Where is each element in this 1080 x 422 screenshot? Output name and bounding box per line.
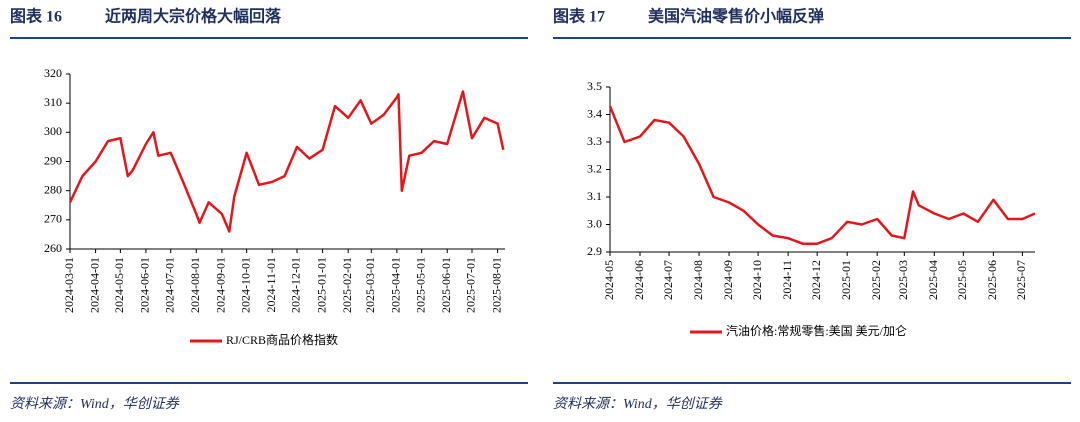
x-tick-label: 2024-05-01 bbox=[112, 257, 126, 313]
x-tick-label: 2024-05 bbox=[602, 260, 616, 300]
x-tick-label: 2025-05 bbox=[955, 260, 969, 300]
x-tick-label: 2024-07-01 bbox=[162, 257, 176, 313]
x-tick-label: 2024-12-01 bbox=[289, 257, 303, 313]
legend-label: RJ/CRB商品价格指数 bbox=[226, 332, 338, 347]
x-tick-label: 2025-06 bbox=[985, 260, 999, 300]
x-tick-label: 2024-08 bbox=[691, 260, 705, 300]
y-tick-label: 3.1 bbox=[587, 189, 602, 203]
x-tick-label: 2025-03 bbox=[896, 260, 910, 300]
x-tick-label: 2025-08-01 bbox=[489, 257, 503, 313]
series-line bbox=[608, 105, 1036, 245]
y-tick-label: 3.5 bbox=[587, 79, 602, 93]
x-tick-label: 2024-11 bbox=[780, 260, 794, 300]
x-tick-label: 2025-01-01 bbox=[314, 257, 328, 313]
y-tick-label: 300 bbox=[44, 124, 62, 138]
y-tick-label: 310 bbox=[44, 95, 62, 109]
x-tick-label: 2025-03-01 bbox=[363, 257, 377, 313]
header-rule bbox=[553, 37, 1071, 39]
y-tick-label: 290 bbox=[44, 153, 62, 167]
y-tick-label: 3.2 bbox=[587, 161, 602, 175]
x-tick-label: 2025-02-01 bbox=[340, 257, 354, 313]
footer-rule bbox=[553, 382, 1071, 384]
x-tick-label: 2024-04-01 bbox=[87, 257, 101, 313]
x-tick-label: 2024-09 bbox=[721, 260, 735, 300]
chart-title: 近两周大宗价格大幅回落 bbox=[105, 7, 282, 26]
x-tick-label: 2025-07 bbox=[1014, 260, 1028, 300]
x-tick-label: 2025-02 bbox=[869, 260, 883, 300]
chart-title: 美国汽油零售价小幅反弹 bbox=[648, 7, 824, 26]
y-tick-label: 3.4 bbox=[587, 106, 602, 120]
x-tick-label: 2025-04-01 bbox=[389, 257, 403, 313]
x-tick-label: 2024-08-01 bbox=[188, 257, 202, 313]
x-tick-label: 2025-07-01 bbox=[464, 257, 478, 313]
y-tick-label: 320 bbox=[44, 66, 62, 80]
x-tick-label: 2025-04 bbox=[926, 260, 940, 300]
y-tick-label: 280 bbox=[44, 182, 62, 196]
x-tick-label: 2024-06-01 bbox=[138, 257, 152, 313]
series-line bbox=[68, 90, 505, 233]
y-tick-label: 3.3 bbox=[587, 134, 602, 148]
x-tick-label: 2024-10 bbox=[750, 260, 764, 300]
x-tick-label: 2025-05-01 bbox=[413, 257, 427, 313]
legend-label: 汽油价格:常规零售:美国 美元/加仑 bbox=[726, 323, 907, 338]
header-rule bbox=[10, 37, 528, 39]
source-note: 资料来源：Wind，华创证券 bbox=[553, 396, 723, 412]
y-tick-label: 270 bbox=[44, 212, 62, 226]
y-tick-label: 260 bbox=[44, 241, 62, 255]
x-tick-label: 2024-11-01 bbox=[264, 257, 278, 313]
x-tick-label: 2025-06-01 bbox=[439, 257, 453, 313]
source-note: 资料来源：Wind，华创证券 bbox=[10, 396, 180, 412]
x-tick-label: 2025-01 bbox=[839, 260, 853, 300]
x-tick-label: 2024-10-01 bbox=[238, 257, 252, 313]
footer-rule bbox=[10, 382, 528, 384]
figure-label: 图表 16 bbox=[10, 7, 62, 26]
x-tick-label: 2024-03-01 bbox=[62, 257, 76, 313]
y-tick-label: 2.9 bbox=[587, 244, 602, 258]
x-tick-label: 2024-09-01 bbox=[214, 257, 228, 313]
y-tick-label: 3.0 bbox=[587, 216, 602, 230]
x-tick-label: 2024-07 bbox=[661, 260, 675, 300]
x-tick-label: 2024-06 bbox=[632, 260, 646, 300]
figure-label: 图表 17 bbox=[553, 7, 605, 26]
x-tick-label: 2024-12 bbox=[809, 260, 823, 300]
